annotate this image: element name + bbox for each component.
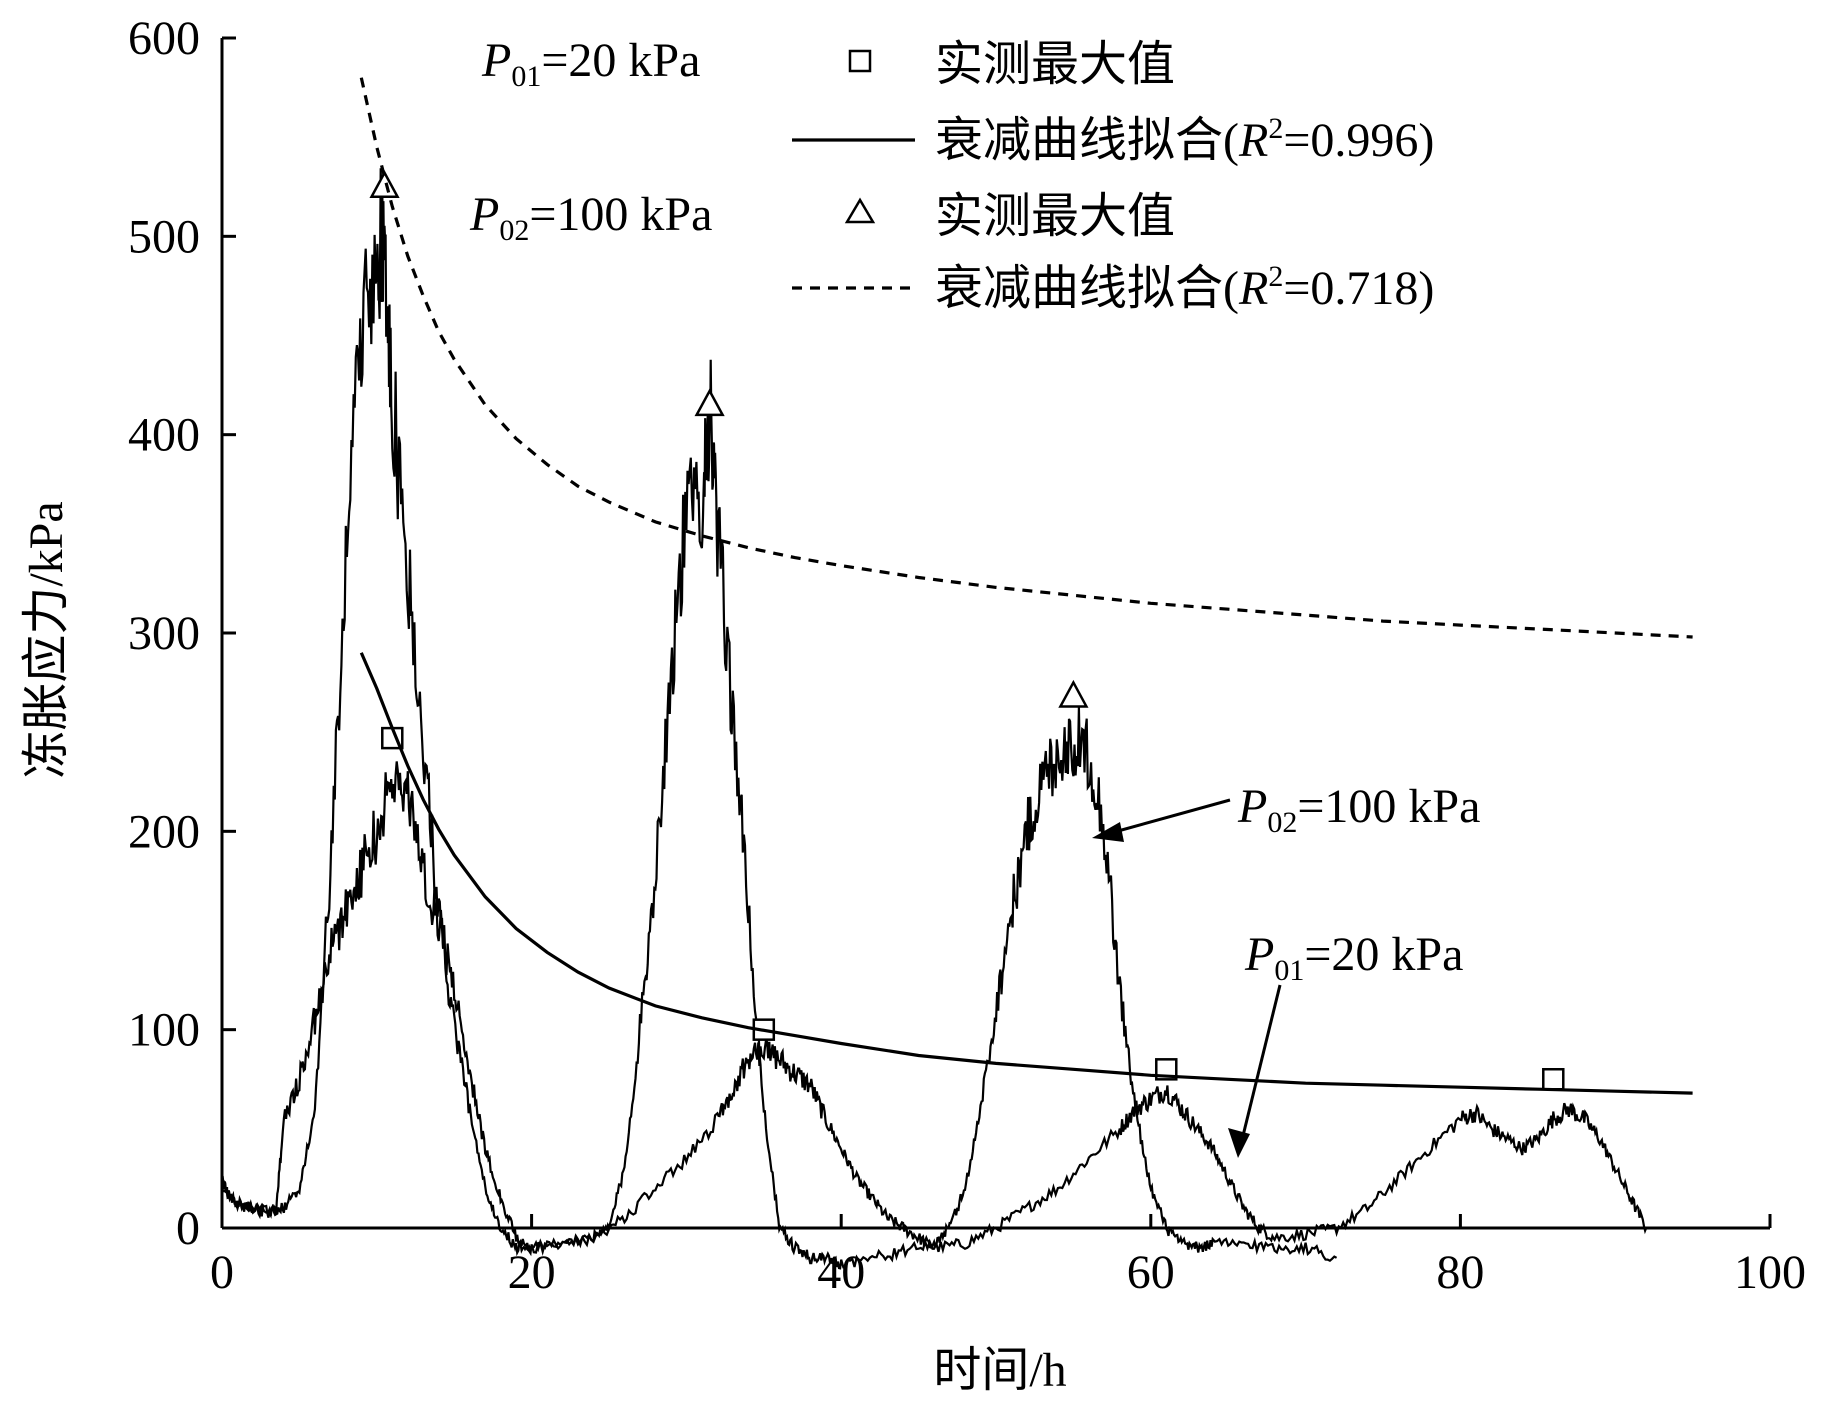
legend-group2-label: P02=100 kPa [469, 188, 712, 247]
annotation-arrowhead-p01 [1228, 1128, 1250, 1158]
legend-fit-label-2: 衰减曲线拟合(R2=0.718) [935, 260, 1434, 315]
fit-curve-solid [359, 652, 1693, 1095]
annotations: P02=100 kPa P01=20 kPa [1092, 780, 1480, 1158]
legend-triangle-marker [844, 197, 876, 224]
x-tick-label: 60 [1127, 1246, 1175, 1299]
legend-marker-label-1: 实测最大值 [935, 38, 1175, 91]
y-tick-label: 600 [128, 12, 200, 65]
legend-square-marker [848, 49, 872, 73]
y-tick-label: 100 [128, 1004, 200, 1057]
x-tick-label: 80 [1436, 1246, 1484, 1299]
y-tick-label: 500 [128, 210, 200, 263]
x-tick-label: 0 [210, 1246, 234, 1299]
x-tick-label: 40 [817, 1246, 865, 1299]
y-tick-label: 200 [128, 805, 200, 858]
annotation-p01: P01=20 kPa [1244, 928, 1463, 987]
max-marker-square [1542, 1068, 1565, 1091]
y-tick-label: 300 [128, 607, 200, 660]
legend-marker-label-2: 实测最大值 [935, 190, 1175, 243]
chart-marks [220, 77, 1693, 1270]
legend-fit-label-1: 衰减曲线拟合(R2=0.996) [935, 112, 1434, 167]
x-axis-label: 时间/h [933, 1344, 1066, 1397]
legend-group1-label: P01=20 kPa [481, 34, 700, 93]
annotation-arrowhead-p02 [1092, 822, 1124, 842]
series-line-p01 [220, 761, 1648, 1255]
max-marker-triangle [369, 170, 400, 198]
y-axis-label: 冻胀应力/kPa [20, 501, 73, 778]
y-tick-label: 400 [128, 409, 200, 462]
max-marker-triangle [1058, 679, 1089, 708]
annotation-p02: P02=100 kPa [1237, 780, 1480, 839]
y-tick-label: 0 [176, 1202, 200, 1255]
axes: 0 20 40 60 80 100 0 100 200 300 400 500 600 [128, 12, 1806, 1299]
annotation-arrow-p01 [1238, 984, 1282, 1149]
series-line-p02 [221, 168, 1338, 1270]
max-marker-triangle [694, 388, 725, 417]
fit-curve-dashed [359, 77, 1693, 639]
x-tick-label: 20 [508, 1246, 556, 1299]
x-tick-label: 100 [1734, 1246, 1806, 1299]
annotation-arrow-p02 [1099, 798, 1231, 838]
